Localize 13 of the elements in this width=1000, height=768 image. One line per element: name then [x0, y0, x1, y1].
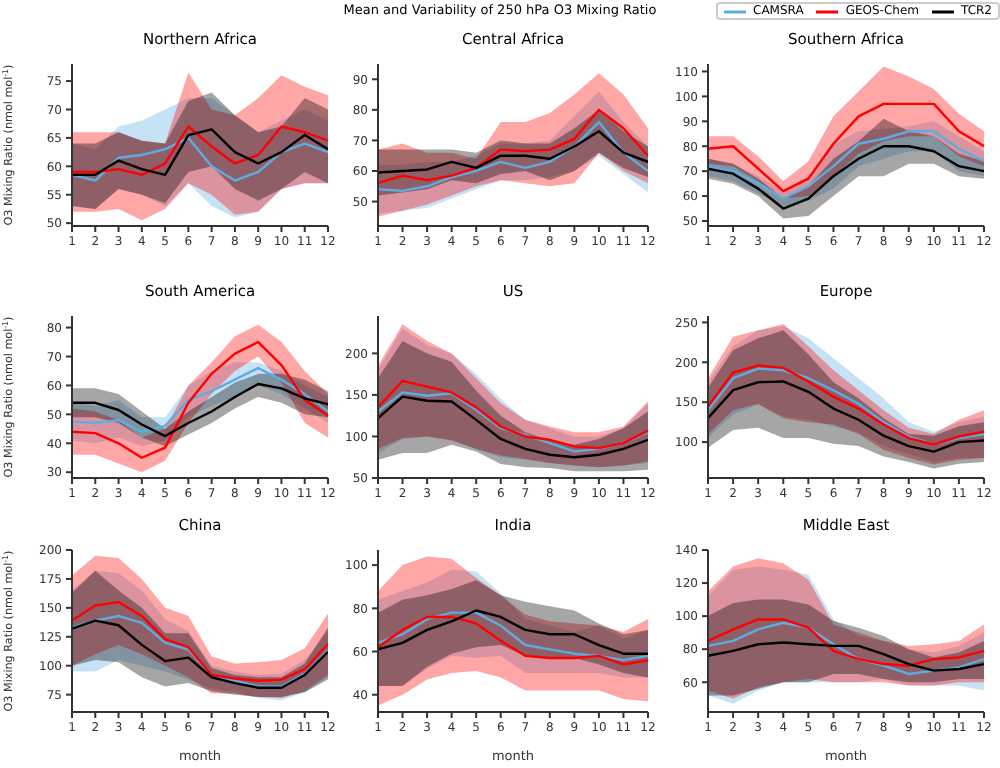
line-series [708, 641, 984, 672]
line-series [708, 621, 984, 676]
line-series [378, 130, 648, 174]
line-series [72, 340, 328, 459]
line-series [72, 366, 328, 433]
line-series [708, 145, 984, 210]
line-series [708, 102, 984, 193]
line-series [378, 120, 648, 193]
line-series [72, 600, 328, 682]
line-series [378, 379, 648, 450]
line-series [72, 136, 328, 182]
line-series [708, 618, 984, 667]
line-series [708, 380, 984, 453]
